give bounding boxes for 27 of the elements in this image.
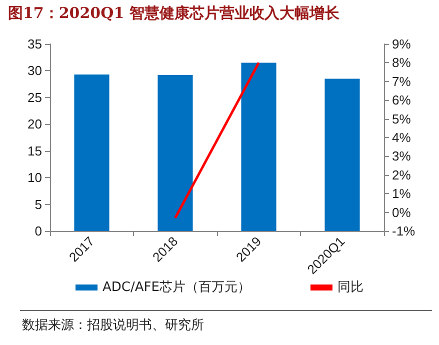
y2-tick-label: 6% xyxy=(392,92,412,108)
y2-tick-label: 2% xyxy=(392,167,412,182)
y2-tick-label: 3% xyxy=(392,148,412,164)
bar xyxy=(324,78,360,231)
y2-tick-label: 8% xyxy=(392,55,412,70)
y2-tick-label: 9% xyxy=(392,36,412,52)
y-tick-label: 0 xyxy=(34,224,42,238)
source-note: 数据来源：招股说明书、研究所 xyxy=(22,317,204,334)
bar xyxy=(241,62,276,231)
y2-tick-label: -1% xyxy=(392,224,416,238)
y-tick-label: 35 xyxy=(28,36,42,52)
y2-tick-label: 0% xyxy=(392,204,412,220)
y-tick-label: 15 xyxy=(28,143,42,158)
bar xyxy=(74,74,110,231)
y-tick-label: 25 xyxy=(28,90,42,105)
y2-tick-label: 5% xyxy=(392,111,412,126)
y2-tick-label: 4% xyxy=(392,130,412,145)
legend-label: 同比 xyxy=(337,280,364,295)
y2-tick-label: 7% xyxy=(392,74,412,89)
y-tick-label: 5 xyxy=(34,196,42,212)
bar xyxy=(158,74,193,231)
y2-tick-label: 1% xyxy=(392,186,412,202)
legend-label: ADC/AFE芯片（百万元） xyxy=(102,280,250,295)
y-tick-label: 30 xyxy=(28,63,42,78)
chart-title: 图17：2020Q1 智慧健康芯片营业收入大幅增长 xyxy=(8,4,340,23)
y-tick-label: 10 xyxy=(28,170,42,186)
y-tick-label: 20 xyxy=(28,116,42,132)
